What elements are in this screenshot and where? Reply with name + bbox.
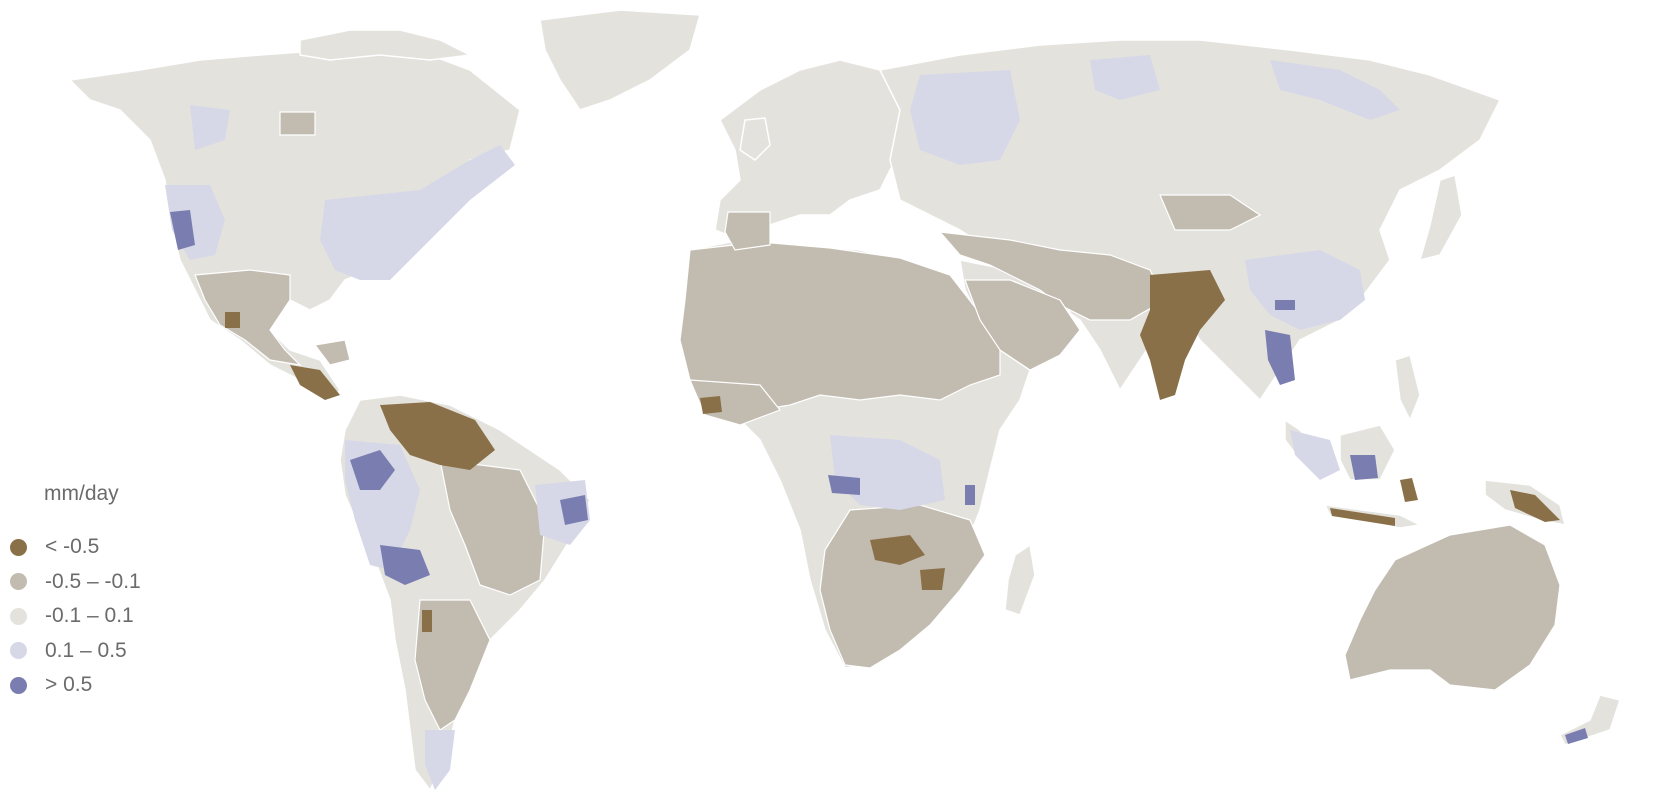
- region-iberia: [724, 211, 771, 251]
- region-far-east: [1270, 60, 1400, 120]
- map-legend: mm/day < -0.5 -0.5 – -0.1 -0.1 – 0.1 0.1…: [10, 482, 141, 703]
- region-southern-africa: [819, 504, 986, 669]
- region-andes-dry: [422, 610, 432, 632]
- region-california-wet: [170, 210, 195, 250]
- legend-title: mm/day: [44, 482, 119, 505]
- region-venezuela-dry: [380, 402, 495, 470]
- region-south-america-south: [414, 599, 491, 731]
- region-colombia-wet: [350, 450, 395, 490]
- legend-swatch: [10, 676, 27, 694]
- region-layer-very-wet: [170, 210, 1588, 744]
- region-nz-wet: [1565, 728, 1588, 744]
- region-india-dry: [1140, 270, 1225, 400]
- region-peru-wet: [380, 545, 430, 585]
- region-amazon-east: [439, 459, 546, 596]
- region-mozambique-dry: [920, 568, 945, 590]
- arctic-islands: [299, 29, 473, 61]
- legend-swatch: [10, 642, 27, 660]
- region-west-africa-dry: [700, 396, 722, 414]
- legend-label: 0.1 – 0.5: [45, 638, 127, 662]
- region-eastern-usa: [320, 145, 515, 280]
- legend-swatch: [10, 538, 27, 556]
- british-isles: [739, 117, 771, 161]
- region-arabia: [964, 279, 1081, 371]
- legend-label: < -0.5: [45, 535, 100, 559]
- madagascar: [1004, 543, 1036, 616]
- legend-item: -0.1 – 0.1: [10, 599, 141, 634]
- region-sulawesi-dry: [1400, 478, 1418, 502]
- north-america: [68, 44, 521, 401]
- legend-label: -0.5 – -0.1: [45, 569, 141, 593]
- legend-swatch: [10, 607, 27, 625]
- region-borneo-wet: [1350, 455, 1378, 480]
- europe: [714, 59, 901, 241]
- legend-label: > 0.5: [45, 673, 93, 697]
- region-patagonia: [425, 730, 455, 790]
- region-siberia-west: [910, 70, 1020, 165]
- region-canada-patch: [279, 111, 316, 136]
- region-maritime-asia: [1290, 430, 1340, 480]
- region-west-canada: [190, 105, 230, 150]
- region-caribbean: [313, 339, 351, 366]
- region-layer-very-dry: [225, 270, 1560, 632]
- region-layer-dry: [194, 111, 1561, 731]
- region-zambia-dry: [870, 535, 925, 565]
- region-sw-usa-mexico: [194, 269, 302, 366]
- region-congo-wet: [828, 475, 860, 495]
- region-siberia-east: [1090, 55, 1160, 100]
- legend-item: > 0.5: [10, 668, 141, 703]
- legend-swatch: [10, 573, 27, 591]
- region-brazil-ne-wet: [560, 495, 588, 525]
- region-east-africa-wet: [965, 485, 975, 505]
- region-middle-east: [938, 231, 1166, 321]
- region-central-america-dry: [290, 365, 340, 400]
- philippines: [1394, 354, 1421, 422]
- legend-item: < -0.5: [10, 530, 141, 565]
- region-java-dry: [1330, 508, 1395, 526]
- legend-item: 0.1 – 0.5: [10, 634, 141, 669]
- region-new-guinea-dry: [1510, 490, 1560, 522]
- region-mexico-dry: [225, 312, 240, 328]
- greenland: [539, 9, 701, 111]
- legend-label: -0.1 – 0.1: [45, 604, 134, 628]
- legend-item: -0.5 – -0.1: [10, 565, 141, 600]
- region-south-china-wet: [1275, 300, 1295, 310]
- region-myanmar-wet: [1265, 330, 1295, 385]
- region-australia: [1344, 524, 1561, 691]
- japan: [1418, 174, 1463, 262]
- region-central-asia-patch: [1159, 194, 1262, 231]
